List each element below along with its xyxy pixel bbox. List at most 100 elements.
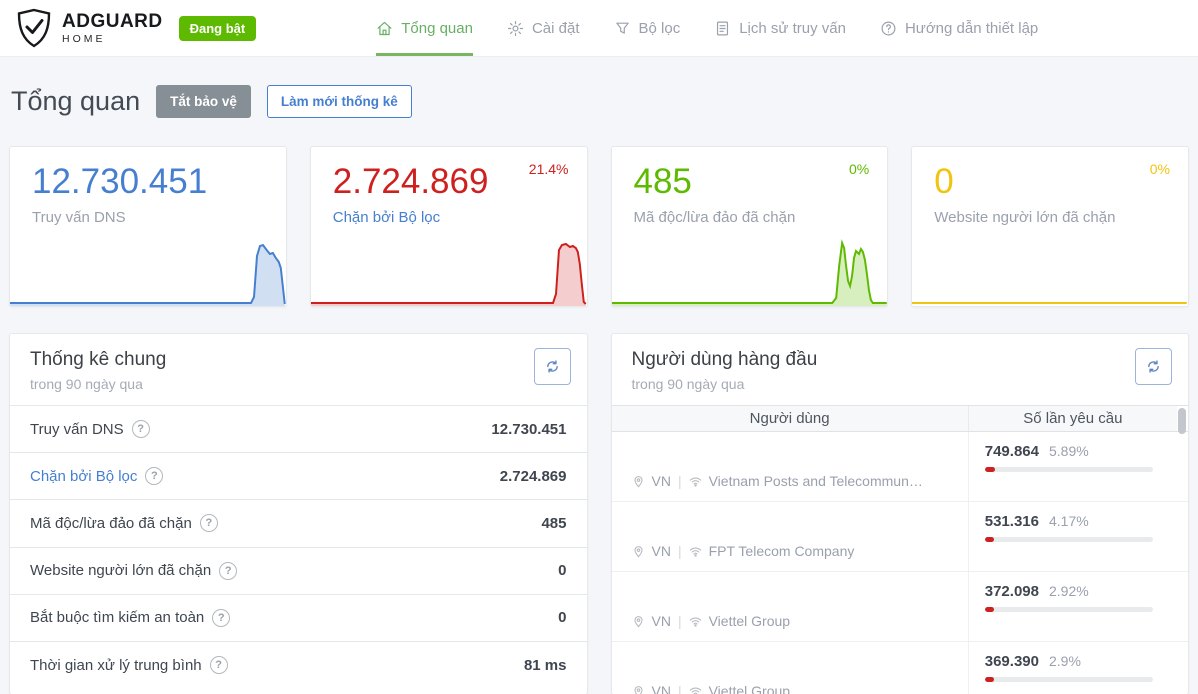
file-text-icon	[717, 21, 729, 35]
table-scrollbar-thumb[interactable]	[1178, 408, 1186, 434]
refresh-button[interactable]	[1135, 348, 1172, 385]
column-header-requests[interactable]: Số lần yêu cầu	[967, 406, 1177, 431]
wifi-icon	[689, 476, 701, 487]
dns-queries-count: 12.730.451	[32, 162, 208, 201]
help-icon[interactable]: ?	[131, 420, 150, 439]
shield-check-icon	[16, 8, 52, 48]
client-country: VN	[651, 613, 671, 629]
request-percent: 2.9%	[1048, 653, 1081, 669]
map-pin-icon	[633, 475, 643, 487]
general-stats-title: Thống kê chung	[30, 349, 167, 370]
wifi-icon	[689, 546, 701, 557]
card-percent: 0%	[1149, 161, 1170, 177]
tab-dashboard[interactable]: Tổng quan	[376, 0, 473, 56]
dashboard-page: Tổng quan Tắt bảo vệ Làm mới thống kê 12…	[0, 57, 1198, 694]
request-progress-bar	[984, 467, 1153, 472]
refresh-icon	[546, 360, 558, 373]
dns-queries-sparkline	[10, 243, 286, 306]
table-header: Người dùng Số lần yêu cầu	[611, 406, 1188, 432]
stat-cards: 12.730.451 Truy vấn DNS 21.4% 2.724.869 …	[9, 146, 1189, 307]
stat-row-avg-processing-time: Thời gian xử lý trung bình ? 81 ms	[10, 640, 587, 688]
help-circle-icon	[881, 21, 896, 35]
protection-status-badge: Đang bật	[178, 15, 257, 41]
card-dns-queries: 12.730.451 Truy vấn DNS	[9, 146, 287, 307]
page-title: Tổng quan	[11, 86, 141, 116]
card-malware-blocked: 0% 485 Mã độc/lừa đảo đã chặn	[610, 146, 889, 307]
table-row[interactable]: VN | Viettel Group 369.390 2.9%	[612, 642, 1189, 694]
table-row[interactable]: VN | Viettel Group 372.098 2.92%	[611, 572, 1188, 642]
disable-protection-button[interactable]: Tắt bảo vệ	[156, 85, 251, 118]
refresh-statistics-button[interactable]: Làm mới thống kê	[266, 85, 412, 118]
table-row[interactable]: VN | Vietnam Posts and Telecommun… 749.8…	[611, 432, 1188, 502]
client-country: VN	[651, 683, 671, 694]
request-count: 531.316	[984, 513, 1039, 530]
stat-value: 2.724.869	[499, 467, 567, 485]
request-progress-bar	[984, 607, 1153, 612]
map-pin-icon	[633, 545, 643, 557]
client-country: VN	[651, 473, 671, 489]
stat-row-dns-queries: Truy vấn DNS ? 12.730.451	[10, 405, 587, 452]
column-header-client[interactable]: Người dùng	[611, 406, 968, 431]
help-icon[interactable]: ?	[199, 514, 218, 533]
request-percent: 2.92%	[1048, 583, 1089, 599]
request-count: 369.390	[984, 653, 1039, 670]
top-clients-subtitle: trong 90 ngày qua	[631, 376, 745, 392]
main-nav: Tổng quan Cài đặt Bộ lọc Lịch sử truy vấ…	[376, 0, 1038, 56]
tab-query-log[interactable]: Lịch sử truy vấn	[714, 0, 846, 56]
stat-row-blocked-filters: Chặn bởi Bộ lọc ? 2.724.869	[10, 452, 587, 499]
logo-sub-text: HOME	[62, 32, 106, 45]
stat-value: 12.730.451	[491, 420, 567, 438]
active-tab-underline	[376, 53, 473, 56]
card-blocked-by-filters: 21.4% 2.724.869 Chặn bởi Bộ lọc	[309, 146, 588, 307]
tab-setup-guide[interactable]: Hướng dẫn thiết lập	[880, 0, 1038, 56]
stat-value: 485	[541, 514, 567, 532]
help-icon[interactable]: ?	[209, 656, 228, 675]
wifi-icon	[689, 616, 701, 627]
adult-blocked-count: 0	[934, 162, 954, 201]
malware-blocked-sparkline	[611, 239, 887, 306]
stat-row-malware: Mã độc/lừa đảo đã chặn ? 485	[10, 499, 587, 546]
tab-settings[interactable]: Cài đặt	[507, 0, 580, 56]
request-progress-bar	[984, 677, 1153, 682]
card-percent: 0%	[849, 161, 870, 177]
request-progress-bar	[984, 537, 1153, 542]
general-stats-panel: Thống kê chung trong 90 ngày qua Truy vấ…	[9, 333, 588, 694]
tab-filters[interactable]: Bộ lọc	[614, 0, 680, 56]
card-adult-blocked: 0% 0 Website người lớn đã chặn	[911, 146, 1189, 307]
top-clients-panel: Người dùng hàng đầu trong 90 ngày qua Ng…	[610, 333, 1189, 694]
top-clients-table: Người dùng Số lần yêu cầu VN |	[611, 405, 1189, 694]
help-icon[interactable]: ?	[145, 467, 164, 486]
stat-row-safe-search: Bắt buộc tìm kiếm an toàn ? 0	[10, 593, 587, 641]
help-icon[interactable]: ?	[219, 561, 238, 580]
stat-value: 0	[558, 609, 567, 627]
top-clients-title: Người dùng hàng đầu	[631, 349, 818, 370]
adult-blocked-label: Website người lớn đã chặn	[934, 209, 1116, 227]
request-count: 749.864	[984, 443, 1039, 460]
blocked-filters-count: 2.724.869	[332, 162, 489, 201]
logo-brand-text: ADGUARD	[62, 10, 163, 32]
blocked-filters-sparkline	[310, 242, 587, 306]
table-row[interactable]: VN | FPT Telecom Company 531.316 4.17%	[611, 502, 1188, 572]
request-percent: 5.89%	[1048, 443, 1089, 459]
client-isp: FPT Telecom Company	[708, 543, 855, 559]
gear-icon	[507, 20, 524, 36]
stat-value: 81 ms	[523, 656, 567, 674]
adguard-home-logo: ADGUARD HOME	[16, 8, 163, 48]
filter-icon	[615, 22, 629, 34]
wifi-icon	[689, 686, 701, 694]
request-percent: 4.17%	[1048, 513, 1089, 529]
malware-blocked-label: Mã độc/lừa đảo đã chặn	[633, 209, 796, 227]
map-pin-icon	[633, 615, 643, 627]
stat-row-adult: Website người lớn đã chặn ? 0	[10, 546, 587, 594]
client-isp: Viettel Group	[708, 613, 791, 629]
dns-queries-label: Truy vấn DNS	[32, 209, 126, 227]
refresh-button[interactable]	[533, 348, 571, 385]
client-country: VN	[651, 543, 671, 559]
adult-blocked-sparkline	[912, 302, 1188, 304]
map-pin-icon	[633, 685, 643, 694]
request-count: 372.098	[984, 583, 1039, 600]
home-icon	[377, 21, 392, 35]
stat-value: 0	[558, 562, 567, 580]
help-icon[interactable]: ?	[212, 608, 231, 627]
blocked-filters-label[interactable]: Chặn bởi Bộ lọc	[332, 209, 441, 227]
